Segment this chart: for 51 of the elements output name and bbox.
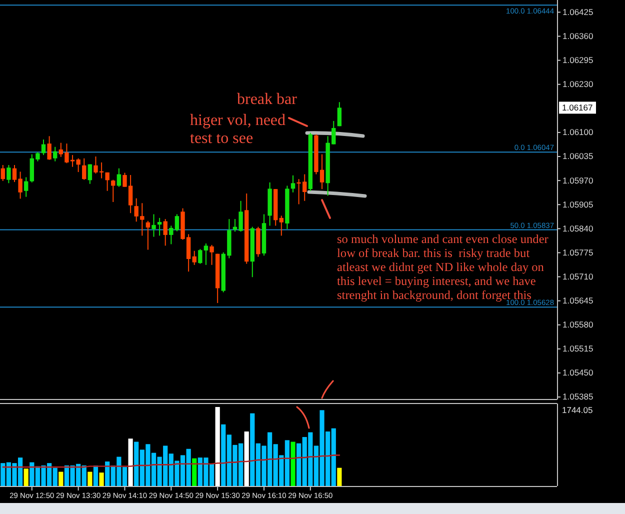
- candlestick: [24, 176, 28, 198]
- y-tick-label: 1.06295: [562, 55, 594, 66]
- bar: [337, 468, 342, 486]
- y-tick-label: 1.05970: [562, 175, 594, 186]
- y-tick-label: 1.06425: [562, 6, 594, 17]
- y-tick-label: 1.05905: [562, 199, 594, 210]
- candlestick: [111, 179, 116, 203]
- text: 1744.05: [562, 405, 593, 415]
- candlestick: [116, 168, 122, 188]
- candlestick: [6, 164, 11, 184]
- candlestick: [210, 244, 214, 266]
- bar: [192, 458, 197, 486]
- y-tick-label: 1.05385: [562, 392, 594, 402]
- candlestick: [41, 138, 46, 156]
- annotation: higer vol, need test to see: [190, 112, 286, 147]
- candlestick: [0, 164, 5, 182]
- candlestick: [157, 217, 162, 236]
- y-tick-label: 1.05515: [562, 344, 594, 354]
- candlestick: [82, 158, 86, 180]
- bar: [128, 438, 133, 486]
- y-tick-label: 1.06100: [562, 127, 594, 138]
- candlestick: [279, 215, 284, 236]
- y-tick-label: 1.06035: [562, 151, 594, 162]
- y-tick-label: 1.05710: [562, 271, 594, 282]
- text: 1.06167: [562, 102, 593, 113]
- candlestick: [192, 250, 196, 266]
- bar: [93, 465, 98, 486]
- candlestick: [163, 218, 168, 246]
- candlestick: [105, 172, 110, 192]
- y-tick-label: 1.05645: [562, 296, 594, 306]
- annotation: break bar: [237, 91, 298, 108]
- bar: [99, 472, 104, 486]
- bar: [24, 468, 28, 486]
- candlestick: [47, 136, 52, 160]
- bar: [290, 442, 296, 486]
- bar: [88, 472, 92, 486]
- y-tick-label: 1.06360: [562, 30, 594, 41]
- candlestick: [53, 146, 58, 162]
- y-tick-label: 1.05580: [562, 320, 594, 330]
- bar: [58, 472, 64, 486]
- candlestick: [88, 164, 92, 184]
- y-tick-label: 1.06230: [562, 79, 594, 90]
- y-tick-label: 1.05775: [562, 247, 594, 258]
- y-tick-label: 1.05450: [562, 368, 594, 378]
- candlestick: [337, 102, 342, 127]
- bar: [215, 407, 220, 486]
- bar: [244, 431, 249, 486]
- y-tick-label: 1.05840: [562, 223, 594, 234]
- candlestick: [146, 220, 150, 250]
- candlestick: [290, 174, 296, 193]
- candlestick: [152, 214, 156, 238]
